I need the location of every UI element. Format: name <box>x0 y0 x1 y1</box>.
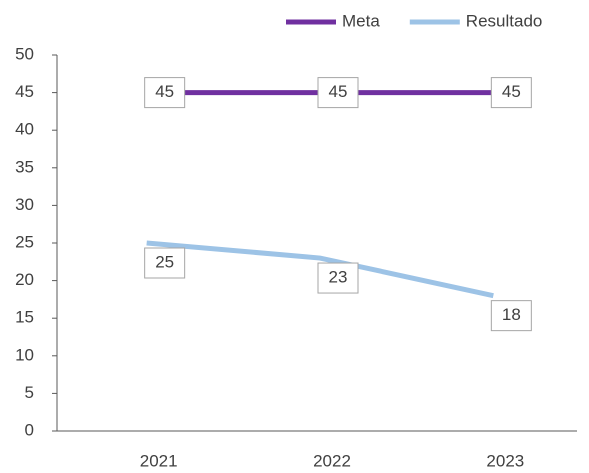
y-tick-label: 25 <box>15 232 34 251</box>
x-tick-label: 2021 <box>140 451 178 470</box>
legend-label: Resultado <box>466 11 543 30</box>
y-tick-label: 10 <box>15 345 34 364</box>
data-label-box <box>317 262 359 294</box>
data-label: 25 <box>155 252 174 271</box>
legend-label: Meta <box>342 11 380 30</box>
data-label: 45 <box>502 82 521 101</box>
data-label: 23 <box>329 268 348 287</box>
x-tick-label: 2022 <box>313 451 351 470</box>
y-tick-label: 30 <box>15 195 34 214</box>
series-line <box>146 240 494 299</box>
y-tick-label: 15 <box>15 308 34 327</box>
data-label: 45 <box>155 82 174 101</box>
x-tick-label: 2023 <box>486 451 524 470</box>
data-label-box <box>144 247 186 279</box>
y-tick-label: 5 <box>25 383 34 402</box>
y-tick-label: 20 <box>15 270 34 289</box>
data-label-box <box>317 77 359 109</box>
data-label-box <box>490 300 532 332</box>
y-tick-label: 40 <box>15 120 34 139</box>
data-label: 18 <box>502 305 521 324</box>
y-tick-label: 45 <box>15 82 34 101</box>
data-label: 45 <box>329 82 348 101</box>
data-label-box <box>144 77 186 109</box>
y-tick-label: 0 <box>25 420 34 439</box>
y-tick-label: 35 <box>15 157 34 176</box>
data-label-box <box>490 77 532 109</box>
y-tick-label: 50 <box>15 44 34 63</box>
